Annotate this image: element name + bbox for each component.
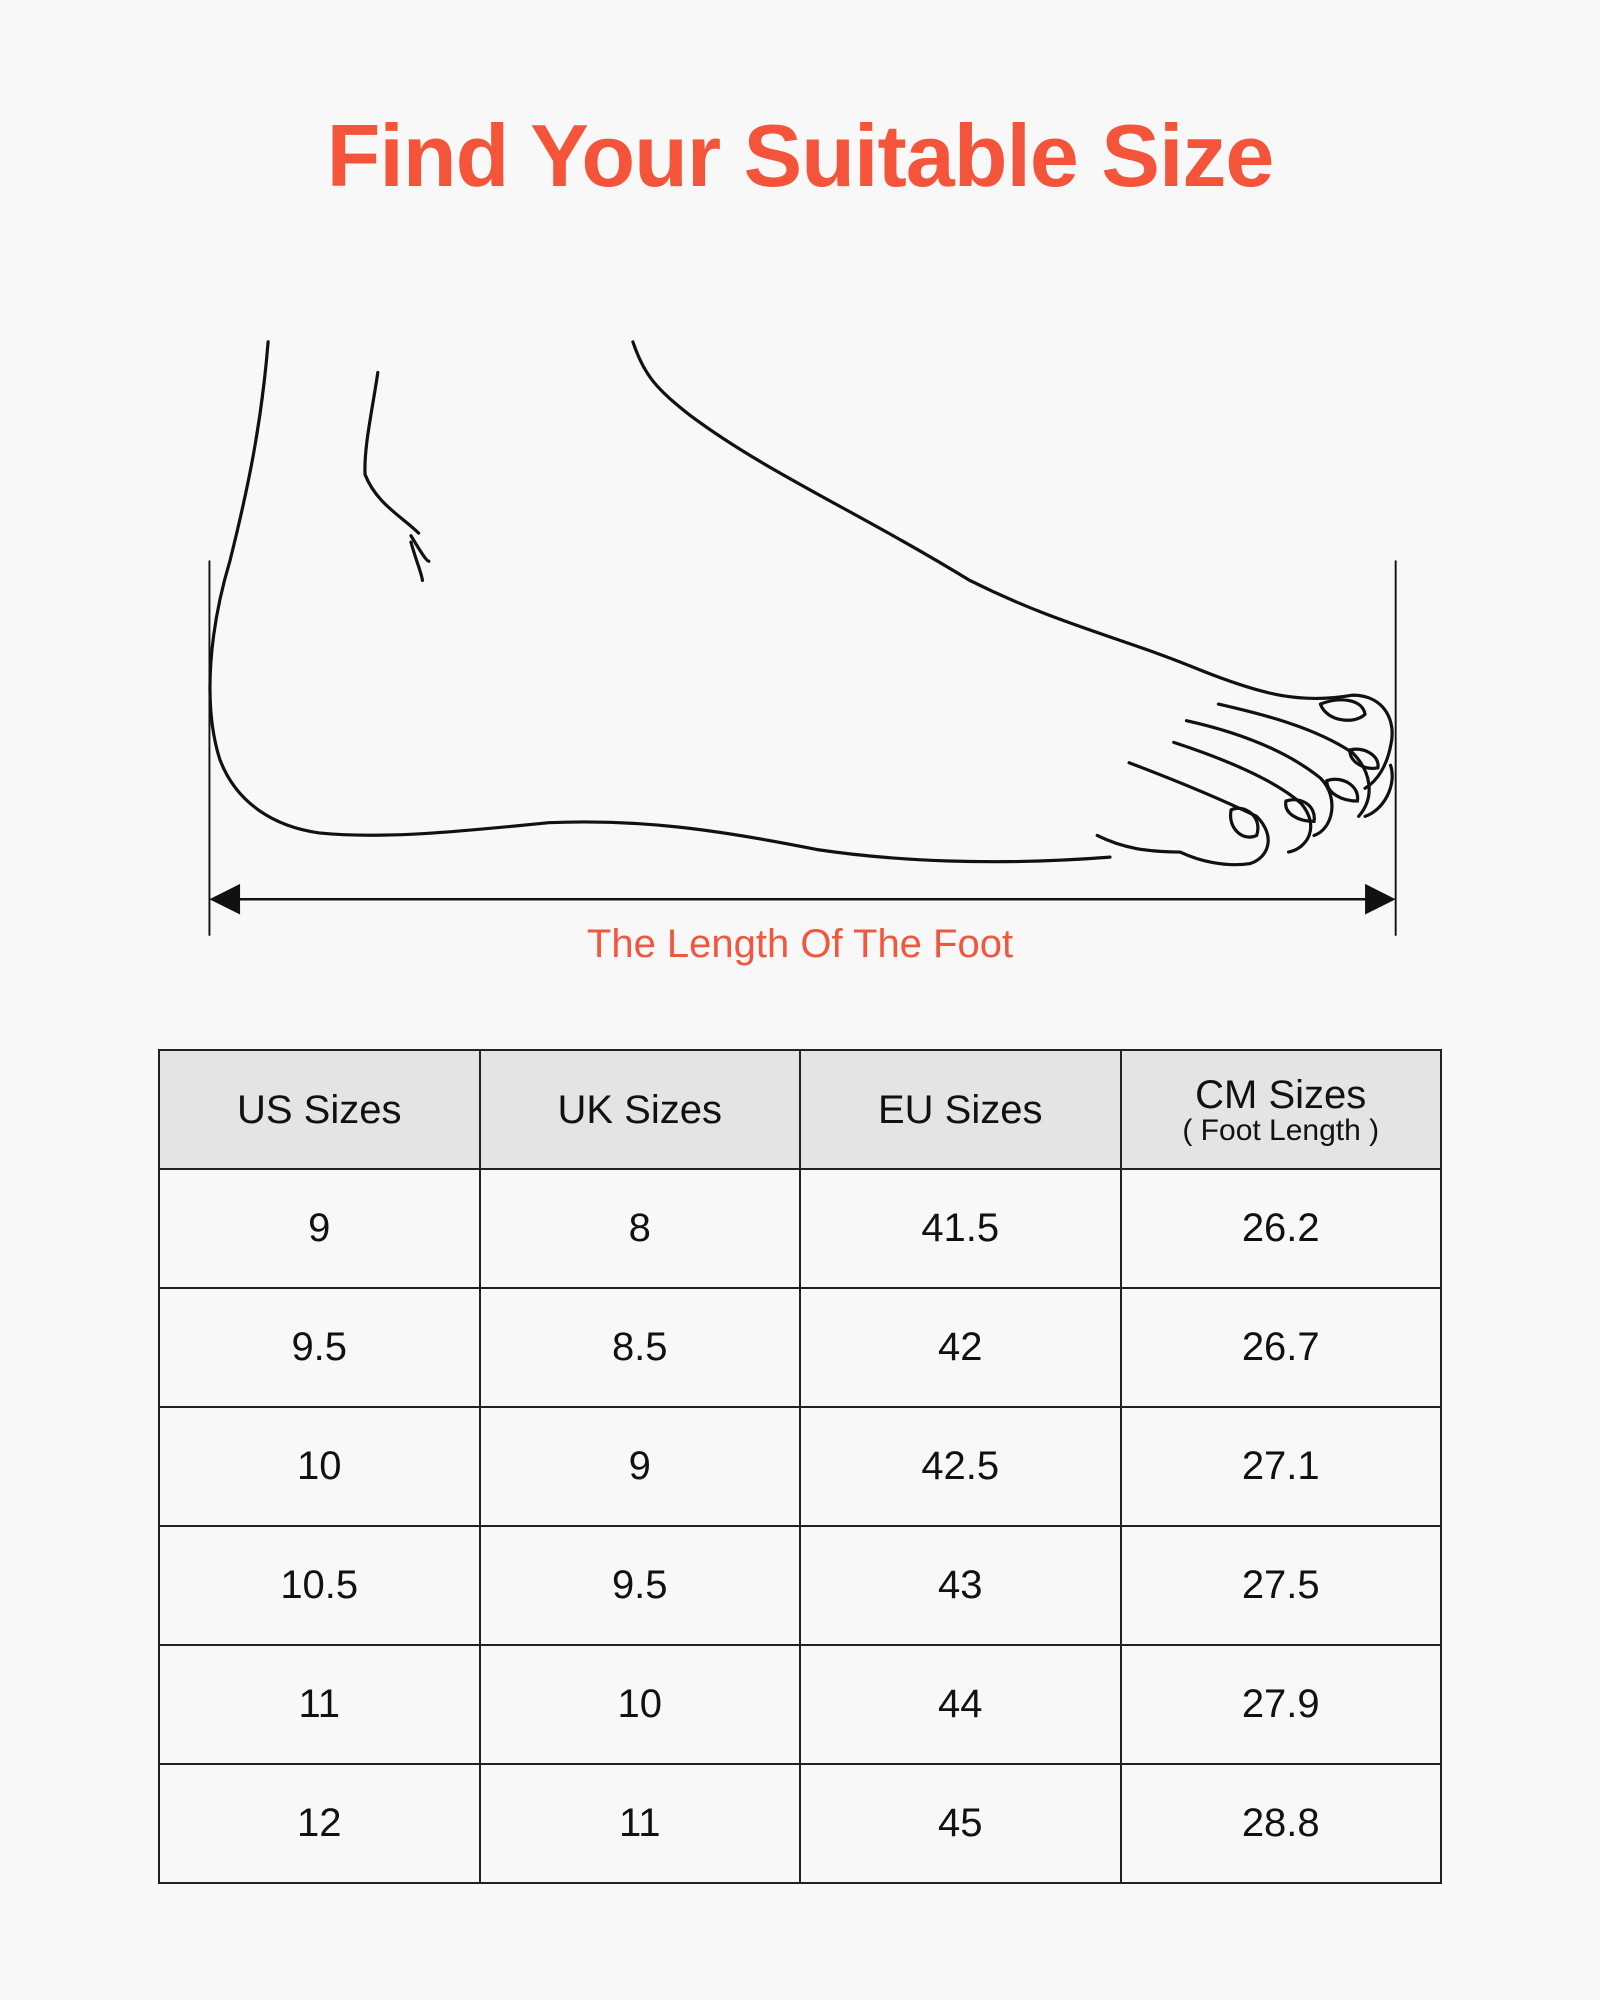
- cell-cm: 28.8: [1119, 1763, 1442, 1884]
- header-cm-sub: ( Foot Length ): [1182, 1113, 1380, 1147]
- foot-length-label: The Length Of The Foot: [586, 922, 1014, 966]
- table-row: 10 9 42.5 27.1: [158, 1406, 1442, 1527]
- size-chart-table: US Sizes UK Sizes EU Sizes CM Sizes( Foo…: [158, 1049, 1442, 1884]
- cell-uk: 8: [478, 1168, 801, 1289]
- cell-cm: 26.2: [1119, 1168, 1442, 1289]
- table-row: 11 10 44 27.9: [158, 1644, 1442, 1765]
- arrow-head-left-icon: [209, 883, 241, 915]
- arrow-head-right-icon: [1365, 883, 1396, 915]
- header-cm: CM Sizes( Foot Length ): [1119, 1049, 1442, 1170]
- cell-eu: 42: [799, 1287, 1122, 1408]
- cell-eu: 45: [799, 1763, 1122, 1884]
- cell-cm: 27.5: [1119, 1525, 1442, 1646]
- cell-uk: 8.5: [478, 1287, 801, 1408]
- cell-us: 9: [158, 1168, 481, 1289]
- cell-us: 11: [158, 1644, 481, 1765]
- cell-uk: 9: [478, 1406, 801, 1527]
- table-header-row: US Sizes UK Sizes EU Sizes CM Sizes( Foo…: [158, 1049, 1442, 1170]
- cell-cm: 27.9: [1119, 1644, 1442, 1765]
- table-row: 10.5 9.5 43 27.5: [158, 1525, 1442, 1646]
- cell-cm: 27.1: [1119, 1406, 1442, 1527]
- ankle-line: [363, 370, 431, 582]
- table-row: 9 8 41.5 26.2: [158, 1168, 1442, 1289]
- cell-us: 12: [158, 1763, 481, 1884]
- header-eu: EU Sizes: [799, 1049, 1122, 1170]
- cell-us: 9.5: [158, 1287, 481, 1408]
- toenails: [1229, 698, 1380, 839]
- foot-outline: [208, 340, 1112, 864]
- cell-eu: 44: [799, 1644, 1122, 1765]
- cell-cm: 26.7: [1119, 1287, 1442, 1408]
- header-uk: UK Sizes: [478, 1049, 801, 1170]
- table-row: 12 11 45 28.8: [158, 1763, 1442, 1884]
- page-title: Find Your Suitable Size: [326, 106, 1275, 205]
- table-row: 9.5 8.5 42 26.7: [158, 1287, 1442, 1408]
- cell-uk: 10: [478, 1644, 801, 1765]
- header-us: US Sizes: [158, 1049, 481, 1170]
- cell-eu: 41.5: [799, 1168, 1122, 1289]
- cell-eu: 43: [799, 1525, 1122, 1646]
- cell-uk: 9.5: [478, 1525, 801, 1646]
- cell-uk: 11: [478, 1763, 801, 1884]
- cell-eu: 42.5: [799, 1406, 1122, 1527]
- cell-us: 10: [158, 1406, 481, 1527]
- foot-top: [631, 340, 1394, 790]
- cell-us: 10.5: [158, 1525, 481, 1646]
